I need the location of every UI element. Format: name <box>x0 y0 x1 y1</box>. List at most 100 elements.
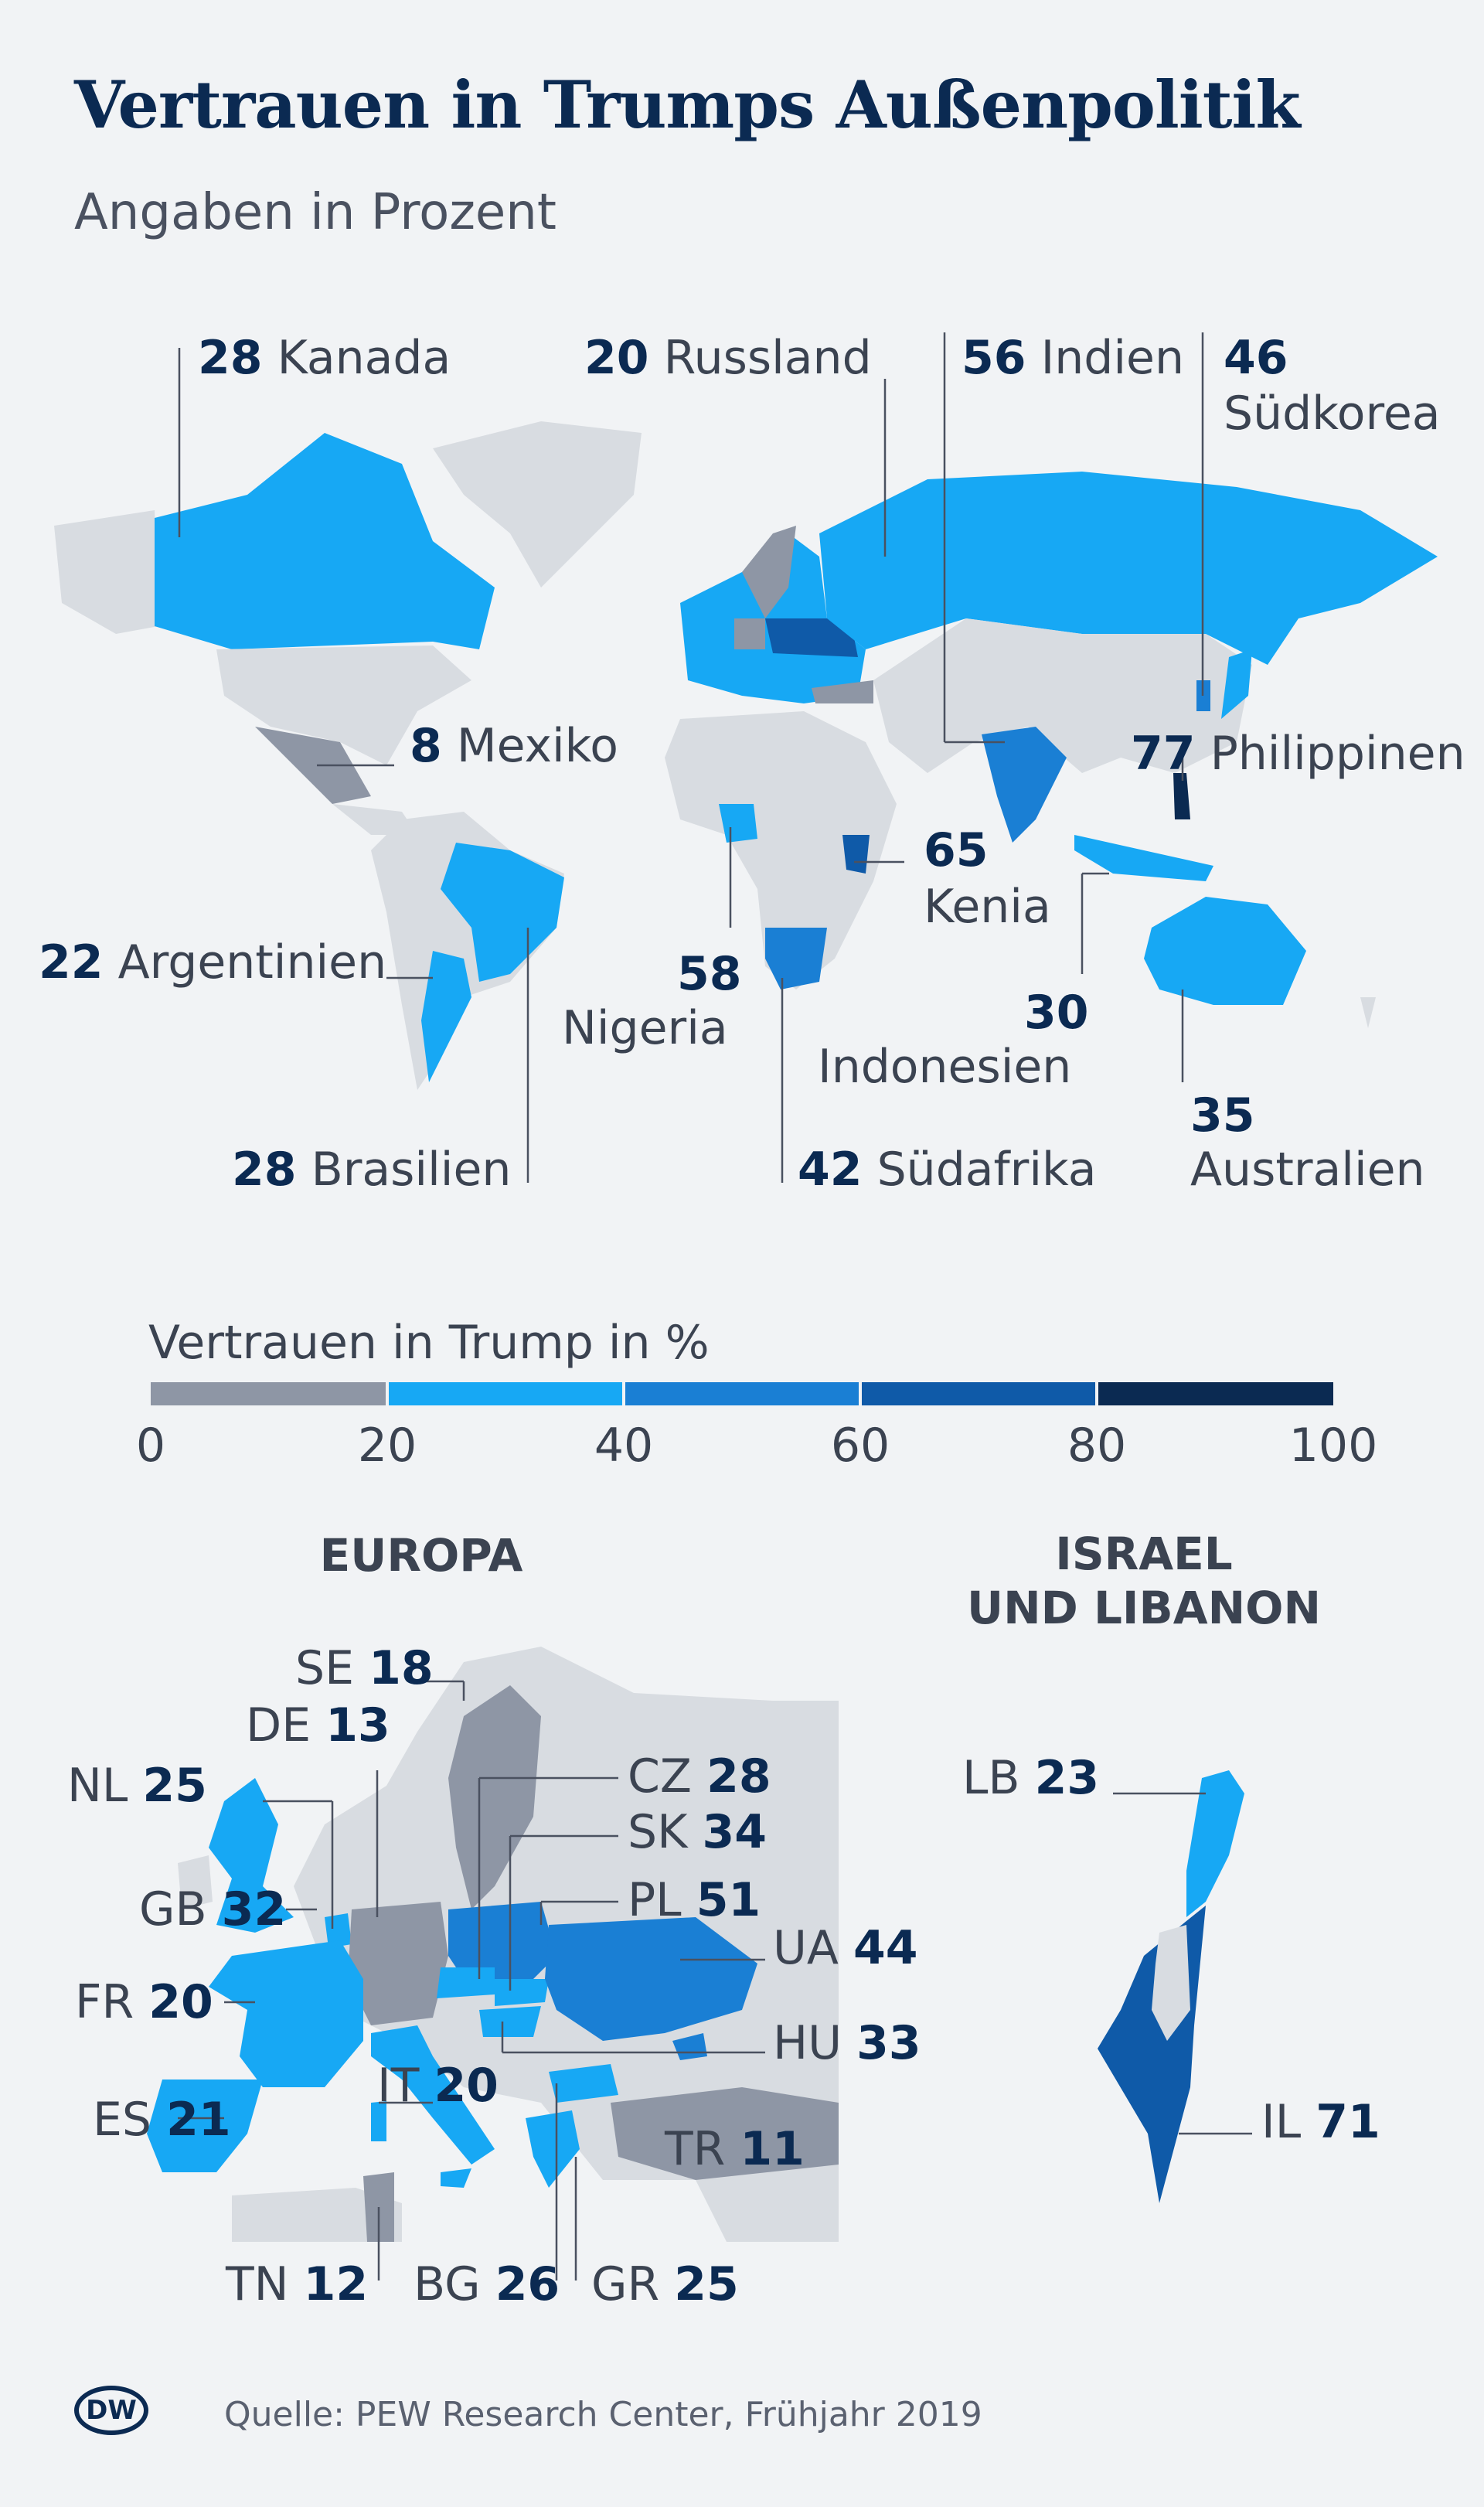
label-mexiko: 8 Mexiko <box>410 719 618 773</box>
japan-shape <box>1221 649 1252 719</box>
es-shape <box>147 2080 263 2172</box>
tr-shape <box>611 2087 839 2180</box>
label-gr: GR 25 <box>591 2257 739 2311</box>
legend-tick-100: 100 <box>1289 1419 1378 1473</box>
legend: Vertrauen in Trump in % 0 20 40 60 80 10… <box>136 1316 1377 1473</box>
label-brasilien: 28 Brasilien <box>232 1143 511 1197</box>
label-hu: HU 33 <box>773 2016 921 2070</box>
south-africa-shape <box>765 928 827 990</box>
brazil-shape <box>441 843 564 982</box>
germany-world-shape <box>734 618 765 649</box>
legend-bin-80-100 <box>1097 1382 1333 1405</box>
source-note: Quelle: PEW Research Center, Frühjahr 20… <box>224 2395 982 2434</box>
westbank-nodata <box>1152 1925 1190 2041</box>
pl-shape <box>448 1902 556 1979</box>
europe-heading: EUROPA <box>320 1529 523 1582</box>
legend-bin-0-20 <box>151 1382 387 1405</box>
new-zealand-shape <box>1360 997 1376 1028</box>
lebanon-shape <box>1186 1770 1244 1917</box>
de-shape <box>348 1902 448 2025</box>
label-kenia-value: 65 <box>924 823 989 877</box>
legend-tick-20: 20 <box>358 1419 417 1473</box>
label-ua: UA 44 <box>773 1921 918 1975</box>
australia-shape <box>1144 897 1306 1005</box>
sicily-shape <box>441 2168 471 2188</box>
label-australien-name: Australien <box>1190 1143 1425 1197</box>
label-de: DE 13 <box>246 1698 390 1753</box>
ua-shape <box>545 1917 757 2041</box>
label-kenia-name: Kenia <box>924 880 1051 934</box>
bg-shape <box>549 2064 618 2103</box>
label-cz: CZ 28 <box>628 1749 771 1804</box>
label-kanada: 28 Kanada <box>198 331 451 385</box>
asia-nodata-shape <box>873 618 1252 773</box>
dw-logo: DW <box>74 2386 148 2435</box>
sweden-shape <box>448 1685 541 1909</box>
world-map <box>54 421 1438 1090</box>
label-pl: PL 51 <box>628 1873 761 1927</box>
label-australien-value: 35 <box>1190 1088 1255 1143</box>
legend-title: Vertrauen in Trump in % <box>148 1316 710 1370</box>
argentina-shape <box>421 951 471 1082</box>
legend-tick-60: 60 <box>831 1419 890 1473</box>
poland-ukraine-world-shape <box>765 618 858 657</box>
label-lb: LB 23 <box>962 1751 1099 1805</box>
label-nigeria-value: 58 <box>677 947 742 1001</box>
greenland-shape <box>433 421 642 588</box>
philippines-shape <box>1173 773 1190 819</box>
israel-leader-lines <box>1113 1792 1252 2135</box>
legend-tick-0: 0 <box>136 1419 165 1473</box>
label-nigeria-name: Nigeria <box>562 1001 728 1055</box>
label-russland: 20 Russland <box>584 331 872 385</box>
sardinia-shape <box>371 2101 386 2141</box>
label-gb: GB 32 <box>139 1882 286 1936</box>
canada-shape <box>155 433 495 649</box>
label-nl: NL 25 <box>67 1759 207 1813</box>
legend-bin-20-40 <box>387 1382 624 1405</box>
world-labels: 28 Kanada 20 Russland 56 Indien 46 Südko… <box>39 331 1465 1197</box>
alaska-shape <box>54 510 158 634</box>
scandinavia-world-shape <box>742 526 796 618</box>
hu-shape <box>479 2006 541 2037</box>
label-it: IT 20 <box>377 2059 499 2113</box>
chart-title: Vertrauen in Trumps Außenpolitik <box>74 66 1301 143</box>
gr-shape <box>526 2110 580 2188</box>
europe-map <box>147 1647 839 2242</box>
label-philippinen: 77 Philippinen <box>1131 727 1465 781</box>
world-leader-lines <box>178 332 1204 1183</box>
label-suedkorea-name: Südkorea <box>1224 387 1441 441</box>
russia-shape <box>819 472 1438 665</box>
legend-bin-60-80 <box>860 1382 1097 1405</box>
legend-bin-40-60 <box>624 1382 860 1405</box>
europe-leader-lines <box>178 1680 765 2280</box>
nigeria-shape <box>719 804 757 843</box>
label-argentinien: 22 Argentinien <box>39 935 386 990</box>
mexico-shape <box>255 727 371 804</box>
israel-heading-line1: ISRAEL <box>1055 1528 1232 1580</box>
label-indien: 56 Indien <box>962 331 1184 385</box>
label-se: SE 18 <box>295 1641 434 1695</box>
cz-shape <box>437 1967 495 1998</box>
label-il: IL 71 <box>1261 2095 1380 2149</box>
it-shape <box>371 2025 495 2165</box>
label-sk: SK 34 <box>628 1805 767 1859</box>
north-africa-nodata <box>232 2188 402 2242</box>
label-tn: TN 12 <box>225 2257 368 2311</box>
israel-lebanon-map <box>1098 1770 1244 2203</box>
label-tr: TR 11 <box>664 2122 805 2176</box>
europe-labels: SE 18 DE 13 CZ 28 NL 25 SK 34 GB 32 PL 5… <box>67 1641 921 2311</box>
legend-tick-80: 80 <box>1067 1419 1126 1473</box>
label-indonesien-name: Indonesien <box>818 1040 1071 1094</box>
label-fr: FR 20 <box>75 1975 213 2029</box>
label-suedkorea-value: 46 <box>1224 331 1288 385</box>
israel-heading-line2: UND LIBANON <box>967 1582 1321 1634</box>
fr-shape <box>209 1940 363 2087</box>
ireland-shape <box>178 1855 213 1909</box>
label-bg: BG 26 <box>414 2257 560 2311</box>
label-es: ES 21 <box>93 2093 231 2147</box>
chart-subtitle: Angaben in Prozent <box>74 184 556 241</box>
label-suedafrika: 42 Südafrika <box>798 1143 1096 1197</box>
usa-shape <box>216 645 471 765</box>
label-indonesien-value: 30 <box>1024 986 1089 1040</box>
